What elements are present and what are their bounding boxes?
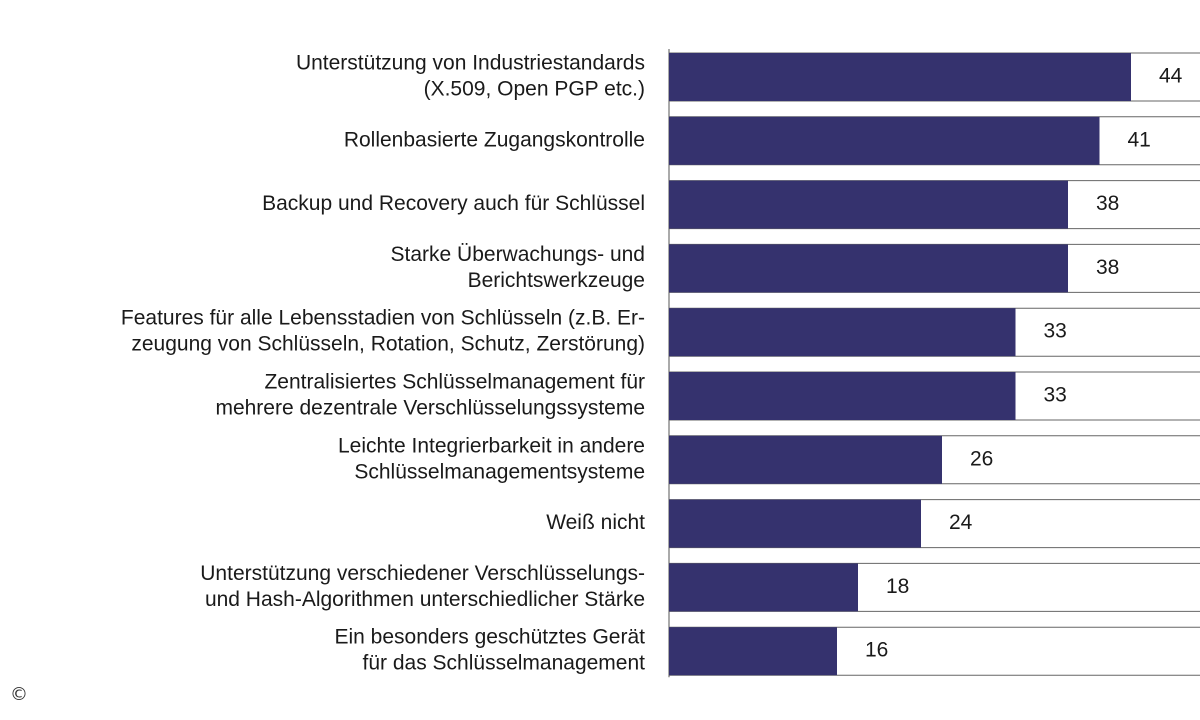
- category-label-line: Unterstützung von Industriestandards: [296, 52, 645, 75]
- bar: [669, 180, 1068, 229]
- category-label: Unterstützung verschiedener Verschlüssel…: [200, 562, 645, 611]
- bar: [669, 499, 921, 548]
- category-label: Leichte Integrierbarkeit in andere Schlüs…: [338, 434, 645, 483]
- category-label: Zentralisiertes Schlüsselmanagement für m…: [215, 371, 645, 420]
- category-label-line: Schlüsselmanagementsysteme: [354, 460, 645, 483]
- category-label: Backup und Recovery auch für Schlüssel: [262, 192, 645, 215]
- category-label-line: Unterstützung verschiedener Verschlüssel…: [200, 562, 645, 585]
- category-label-line: zeugung von Schlüsseln, Rotation, Schutz…: [131, 333, 645, 356]
- category-label-line: und Hash-Algorithmen unterschiedlicher S…: [205, 588, 645, 611]
- category-label-line: (X.509, Open PGP etc.): [424, 78, 645, 101]
- category-label: Rollenbasierte Zugangskontrolle: [344, 128, 645, 151]
- category-label-line: Zentralisiertes Schlüsselmanagement für: [264, 371, 645, 394]
- bar: [669, 308, 1016, 357]
- bar: [669, 116, 1100, 165]
- data-label: 41: [1128, 128, 1151, 151]
- data-label: 16: [865, 639, 888, 662]
- data-label: 18: [886, 575, 909, 598]
- copyright-symbol: ©: [10, 684, 28, 705]
- category-label: Weiß nicht: [546, 511, 645, 534]
- data-label: 44: [1159, 65, 1183, 88]
- data-label: 38: [1096, 192, 1119, 215]
- category-label-line: Starke Überwachungs- und: [391, 243, 645, 266]
- bar: [669, 627, 837, 676]
- category-label-line: mehrere dezentrale Verschlüsselungssyste…: [215, 397, 645, 420]
- bar: [669, 563, 858, 612]
- category-label-line: für das Schlüsselmanagement: [363, 652, 646, 675]
- category-label-line: Rollenbasierte Zugangskontrolle: [344, 128, 645, 151]
- category-label-line: Weiß nicht: [546, 511, 645, 534]
- category-label-line: Features für alle Lebensstadien von Schl…: [121, 307, 645, 330]
- category-label: Ein besonders geschütztes Gerät für das S…: [334, 626, 645, 675]
- category-label-line: Berichtswerkzeuge: [468, 269, 645, 292]
- data-label: 33: [1044, 320, 1067, 343]
- data-label: 26: [970, 447, 993, 470]
- bar: [669, 53, 1131, 101]
- category-label: Features für alle Lebensstadien von Schl…: [121, 307, 645, 356]
- bar: [669, 372, 1016, 420]
- data-label: 33: [1044, 384, 1067, 407]
- category-label: Starke Überwachungs- und Berichtswerkzeug…: [391, 243, 645, 292]
- category-label-line: Leichte Integrierbarkeit in andere: [338, 434, 645, 457]
- bar: [669, 244, 1068, 293]
- bar: [669, 435, 942, 484]
- category-label-line: Backup und Recovery auch für Schlüssel: [262, 192, 645, 215]
- data-label: 24: [949, 511, 973, 534]
- data-label: 38: [1096, 256, 1119, 279]
- category-label: Unterstützung von Industriestandards (X.5…: [296, 52, 645, 101]
- category-label-line: Ein besonders geschütztes Gerät: [334, 626, 645, 649]
